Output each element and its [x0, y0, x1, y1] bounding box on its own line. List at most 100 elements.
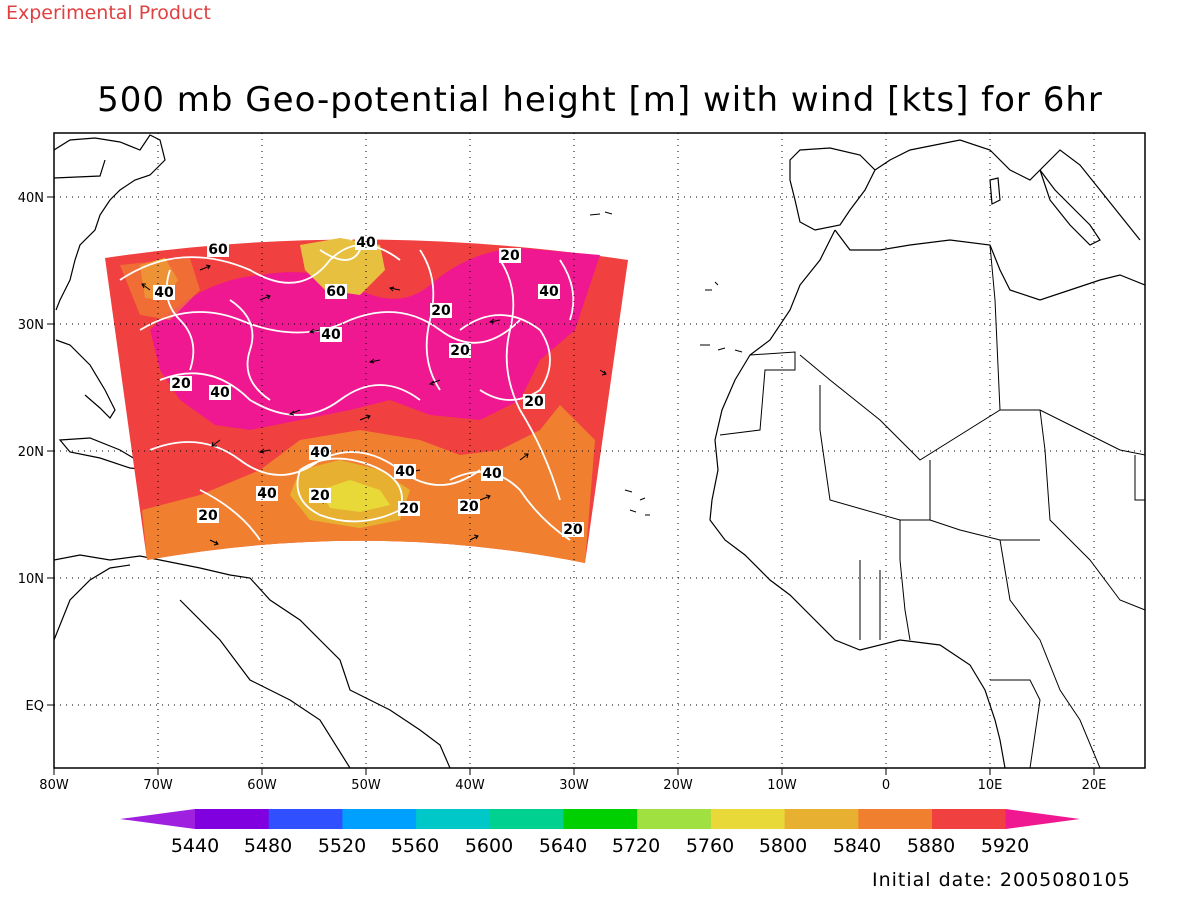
svg-text:20: 20	[563, 522, 583, 538]
african-borders	[719, 244, 1145, 768]
lon-label: 80W	[39, 778, 69, 793]
svg-text:20: 20	[524, 394, 544, 410]
wind-arrow	[389, 286, 401, 292]
contour-label: 60	[207, 242, 229, 258]
contour-label: 40	[309, 445, 331, 461]
wind-arrow	[368, 358, 381, 364]
lon-label: 70W	[143, 778, 173, 793]
svg-text:40: 40	[356, 235, 376, 251]
wind-arrow	[469, 534, 479, 541]
svg-text:40: 40	[310, 445, 330, 461]
lon-label: 60W	[247, 778, 277, 793]
lon-label: 10W	[767, 778, 797, 793]
field-yellow-region	[320, 480, 390, 512]
florida-coast	[55, 339, 116, 419]
contour-label: 20	[562, 522, 584, 538]
lat-label: 20N	[18, 445, 44, 460]
contour-line	[419, 249, 441, 391]
svg-text:40: 40	[539, 284, 559, 300]
contour-label: 20	[197, 508, 219, 524]
north-africa-coast	[834, 229, 1145, 301]
contour-label: 20	[170, 376, 192, 392]
contour-labels-layer: 60 40 40 60 40 20 20 40 20 20 40 20 40 4…	[145, 235, 584, 538]
initial-date-label: Initial date: 2005080105	[872, 869, 1131, 891]
us-border	[54, 159, 106, 179]
svg-text:20: 20	[431, 303, 451, 319]
lat-label: 10N	[18, 572, 44, 587]
wind-arrow	[211, 439, 221, 447]
central-america-coast	[54, 564, 131, 641]
lon-label: 40W	[455, 778, 485, 793]
wind-arrow	[259, 294, 271, 301]
field-high-region	[150, 248, 600, 430]
lon-label: 30W	[559, 778, 589, 793]
contour-label: 40	[394, 464, 416, 480]
svg-text:40: 40	[482, 466, 502, 482]
longitude-labels: 80W 70W 60W 50W 40W 30W 20W 10W 0 10E 20…	[39, 778, 1106, 793]
iberia-coast	[789, 147, 876, 231]
svg-text:40: 40	[395, 464, 415, 480]
europe-coast	[874, 139, 1141, 241]
contour-label: 20	[398, 501, 420, 517]
italy-coast	[1039, 169, 1101, 246]
contour-label: 40	[153, 285, 175, 301]
lon-label: 20E	[1082, 778, 1107, 793]
contour-line	[499, 259, 561, 501]
contour-label: 40	[481, 466, 503, 482]
wind-arrow	[479, 494, 491, 501]
wind-arrow	[519, 453, 529, 461]
tick-marks	[47, 196, 1095, 775]
south-america-border	[179, 599, 351, 768]
svg-text:40: 40	[210, 385, 230, 401]
contour-line	[199, 489, 261, 541]
contour-line	[559, 259, 575, 321]
contour-line	[229, 299, 271, 401]
contour-label: 40	[256, 486, 278, 502]
svg-text:20: 20	[450, 343, 470, 359]
north-america-coast	[54, 134, 166, 311]
lat-label: 40N	[18, 191, 44, 206]
svg-text:20: 20	[310, 488, 330, 504]
lon-label: 10E	[978, 778, 1003, 793]
lat-label: EQ	[26, 699, 44, 714]
lon-label: 20W	[663, 778, 693, 793]
contour-label: 20	[145, 244, 167, 260]
contour-line	[449, 471, 571, 541]
south-america-coast	[54, 554, 451, 768]
wind-arrow	[209, 539, 219, 546]
contour-label: 40	[209, 385, 231, 401]
wind-arrow	[428, 379, 441, 386]
sardinia-coast	[989, 177, 1001, 205]
svg-text:20: 20	[500, 248, 520, 264]
wind-arrow	[288, 409, 301, 416]
latitude-labels: 40N 30N 20N 10N EQ	[18, 191, 44, 714]
experimental-product-label: Experimental Product	[6, 2, 211, 24]
contour-line	[459, 314, 551, 401]
contour-label: 20	[449, 343, 471, 359]
svg-text:20: 20	[171, 376, 191, 392]
wind-arrow	[308, 328, 321, 334]
lat-label: 30N	[18, 318, 44, 333]
contour-label: 20	[309, 488, 331, 504]
west-africa-coast	[709, 229, 1006, 768]
wind-arrow	[141, 283, 151, 291]
svg-text:40: 40	[154, 285, 174, 301]
svg-text:20: 20	[399, 501, 419, 517]
atlantic-islands	[589, 211, 743, 516]
svg-text:20: 20	[459, 499, 479, 515]
contour-label: 20	[458, 499, 480, 515]
field-yellow-region-north	[300, 238, 385, 295]
contour-label: 20	[500, 430, 522, 446]
svg-text:40: 40	[257, 486, 277, 502]
contour-label: 40	[320, 327, 342, 343]
svg-text:60: 60	[208, 242, 228, 258]
map-title: 500 mb Geo-potential height [m] with win…	[97, 80, 1103, 120]
wind-arrow	[359, 414, 371, 421]
wind-arrow	[488, 318, 501, 324]
contour-label: 60	[325, 284, 347, 300]
contour-label: 20	[499, 248, 521, 264]
wind-arrow	[199, 264, 211, 271]
lon-label: 50W	[351, 778, 381, 793]
svg-text:40: 40	[321, 327, 341, 343]
wind-arrow	[599, 369, 607, 376]
